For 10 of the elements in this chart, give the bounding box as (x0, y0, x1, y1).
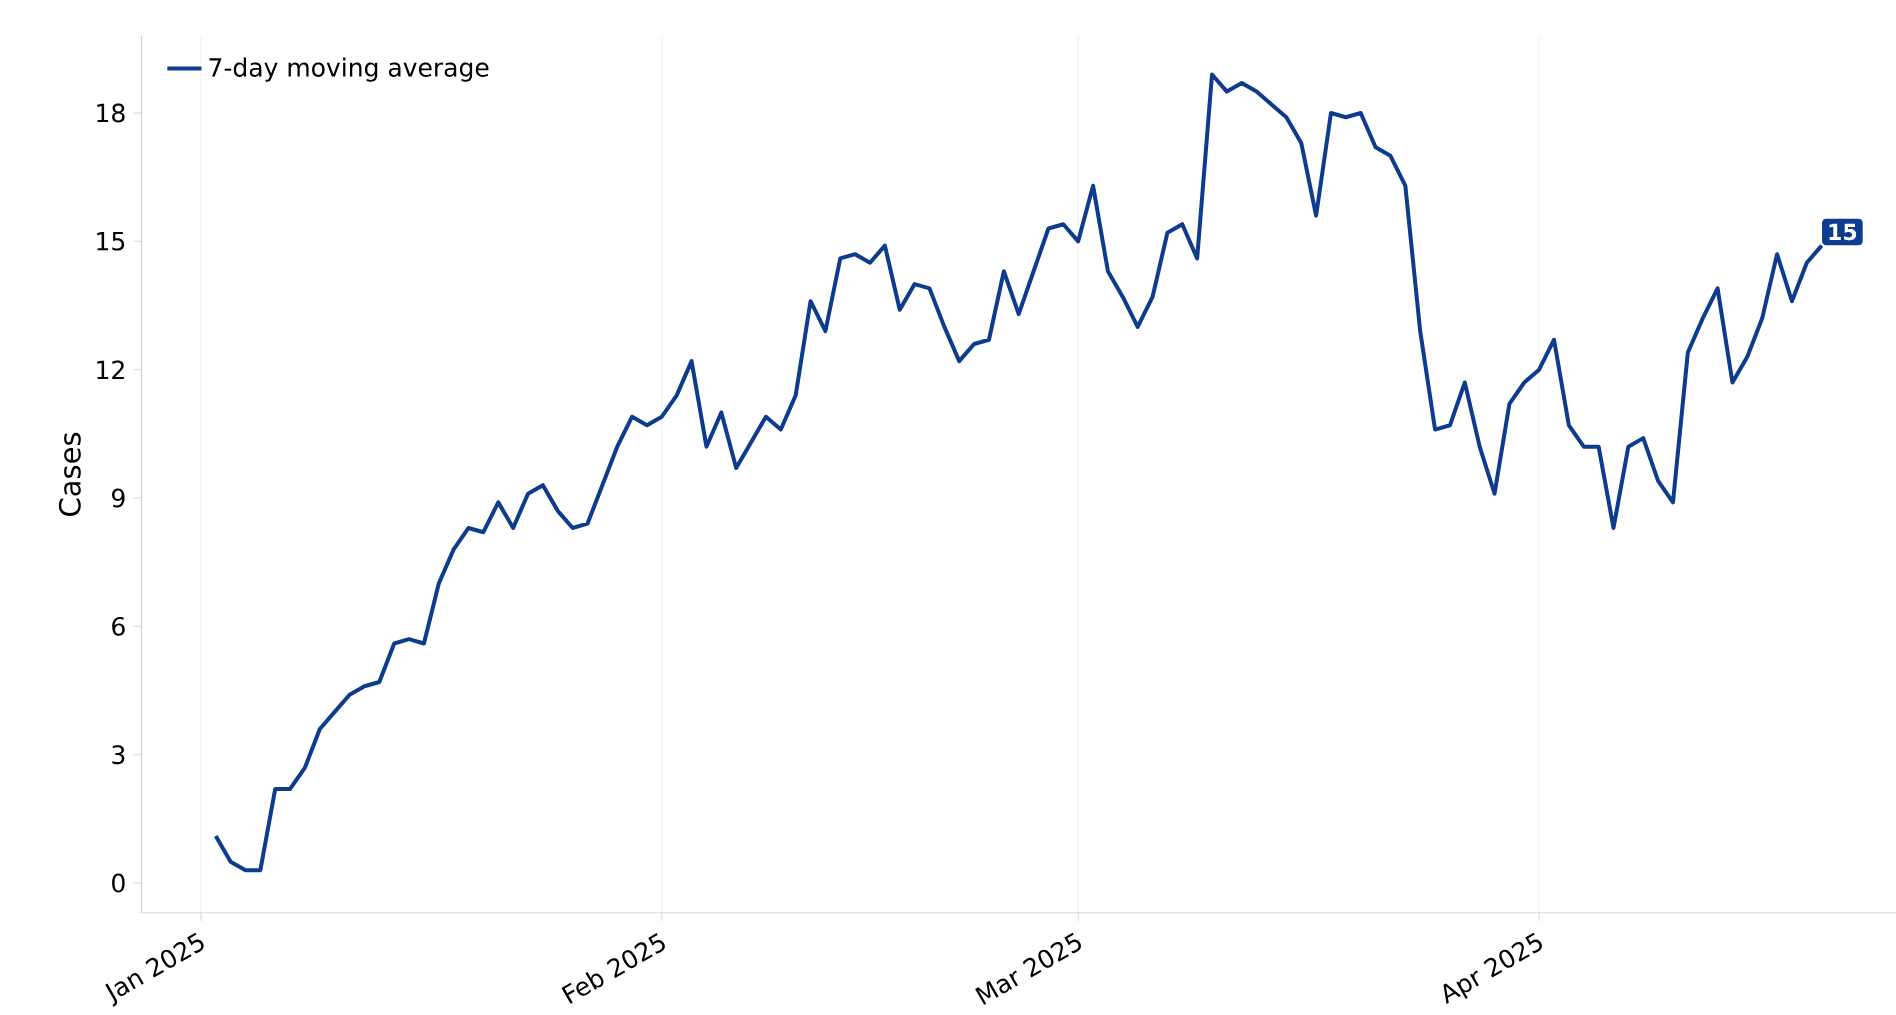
y-axis-title: Cases (58, 432, 81, 516)
y-tick-label: 3 (112, 745, 125, 765)
y-tick-label: 12 (97, 360, 124, 379)
y-tick-label: 18 (97, 103, 125, 123)
y-tick-label: 15 (97, 232, 125, 251)
annotation: 15 (1829, 223, 1857, 241)
y-tick-label: 9 (112, 488, 125, 508)
y-tick-label: 0 (112, 873, 125, 893)
y-tick-label: 6 (112, 616, 125, 636)
legend-label: 7-day moving average (209, 57, 489, 82)
